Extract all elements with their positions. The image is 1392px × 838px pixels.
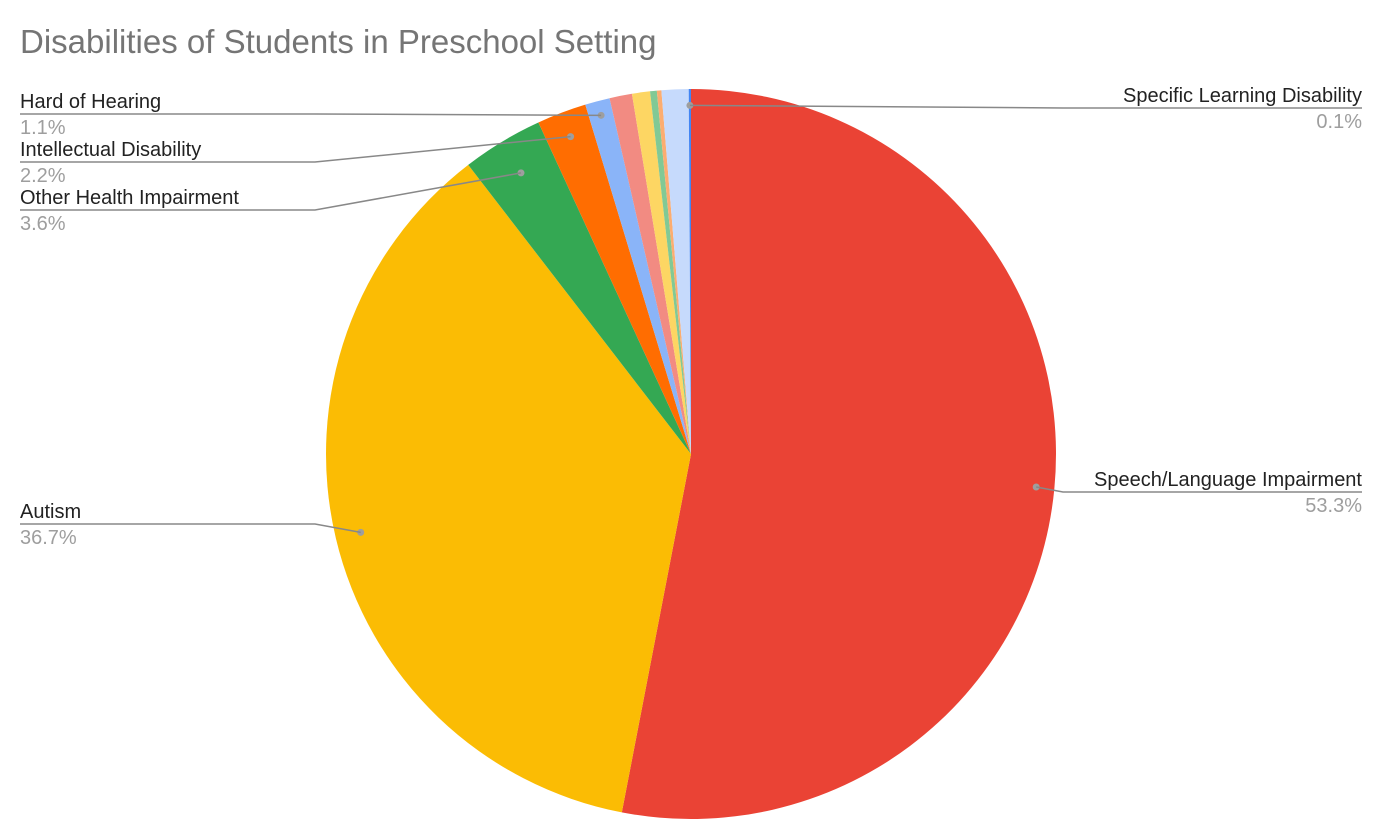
pie-slice-unlabeled-5	[609, 93, 691, 455]
pie-slice-specific-learning-disability	[688, 89, 691, 454]
slice-label-hard-of-hearing: Hard of Hearing	[20, 91, 161, 113]
slice-percent-specific-learning-disability: 0.1%	[1316, 111, 1362, 133]
pie-slice-hard-of-hearing	[585, 98, 691, 454]
slice-label-specific-learning-disability: Specific Learning Disability	[1123, 85, 1362, 107]
pie-slice-unlabeled-6	[631, 91, 691, 455]
pie-slice-unlabeled-9	[661, 89, 691, 454]
leader-line-speech-language-impairment	[1036, 486, 1362, 493]
slice-percent-speech-language-impairment: 53.3%	[1305, 495, 1362, 517]
slice-label-intellectual-disability: Intellectual Disability	[20, 139, 201, 161]
slice-percent-intellectual-disability: 2.2%	[20, 165, 66, 187]
slice-percent-other-health-impairment: 3.6%	[20, 213, 66, 235]
slice-percent-autism: 36.7%	[20, 527, 77, 549]
pie-slice-unlabeled-7	[650, 90, 691, 454]
leader-line-other-health-impairment	[20, 172, 522, 211]
pie-slices	[326, 89, 1056, 820]
leader-line-hard-of-hearing	[20, 113, 602, 117]
slice-label-other-health-impairment: Other Health Impairment	[20, 187, 239, 209]
pie-slice-speech-language-impairment	[621, 89, 1056, 820]
pie-slice-other-health-impairment	[468, 122, 691, 454]
leader-line-specific-learning-disability	[689, 104, 1362, 109]
leader-line-autism	[20, 523, 361, 534]
pie-slice-unlabeled-8	[656, 90, 691, 454]
pie-slice-autism	[326, 164, 691, 813]
leader-line-intellectual-disability	[20, 135, 571, 163]
slice-label-autism: Autism	[20, 501, 81, 523]
pie-slice-intellectual-disability	[538, 104, 691, 454]
slice-label-speech-language-impairment: Speech/Language Impairment	[1094, 469, 1362, 491]
slice-percent-hard-of-hearing: 1.1%	[20, 117, 66, 139]
chart-title: Disabilities of Students in Preschool Se…	[20, 23, 657, 60]
leader-lines	[20, 101, 1362, 536]
slice-labels: Speech/Language Impairment 53.3% Autism 36.…	[20, 85, 1362, 549]
